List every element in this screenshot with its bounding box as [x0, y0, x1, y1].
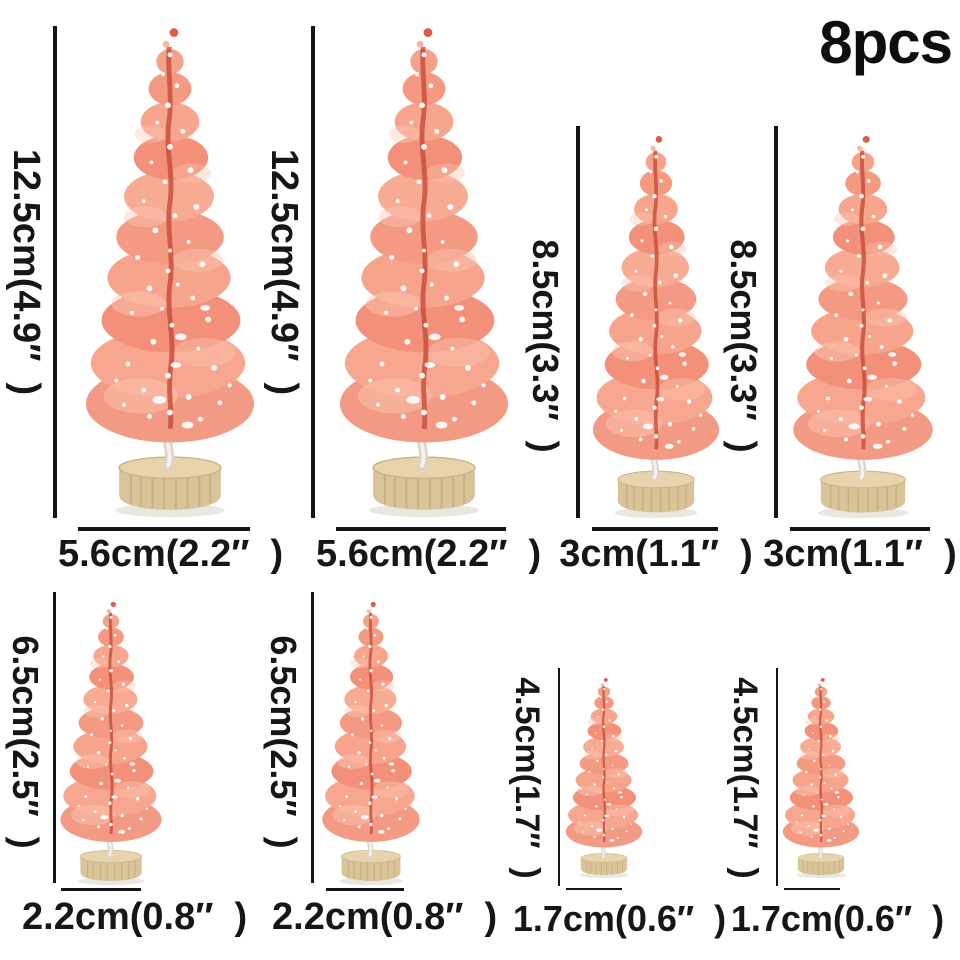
pink-tree-image [790, 128, 936, 522]
height-measure-line [558, 668, 560, 886]
height-label: 12.5cm(4.9″ ) [5, 148, 47, 396]
width-measure-line [566, 888, 622, 890]
width-label: 3cm(1.1″ ) [763, 533, 957, 575]
width-measure-line [790, 527, 930, 531]
height-measure-line [774, 126, 778, 518]
height-label: 12.5cm(4.9″ ) [263, 148, 305, 396]
pink-tree-image [320, 596, 422, 888]
width-measure-line [61, 888, 141, 891]
width-measure-line [326, 888, 404, 891]
width-measure-line [78, 527, 250, 531]
width-measure-line [784, 888, 840, 890]
height-measure-line [776, 668, 778, 886]
pink-tree-image [781, 676, 861, 880]
height-label: 8.5cm(3.3″ ) [525, 239, 566, 453]
pink-tree-image [590, 128, 722, 522]
width-label: 5.6cm(2.2″ ) [58, 533, 284, 575]
height-measure-line [311, 26, 315, 518]
height-measure-line [311, 592, 314, 883]
width-label: 3cm(1.1″ ) [559, 533, 753, 575]
width-label: 5.6cm(2.2″ ) [316, 533, 542, 575]
width-measure-line [592, 527, 718, 531]
width-label: 2.2cm(0.8″ ) [272, 896, 498, 938]
height-label: 6.5cm(2.5″ ) [5, 635, 46, 849]
width-measure-line [336, 527, 506, 531]
pink-tree-image [58, 596, 164, 888]
height-label: 6.5cm(2.5″ ) [263, 635, 304, 849]
pink-tree-image [82, 18, 258, 522]
width-label: 1.7cm(0.6″ ) [512, 898, 727, 939]
height-label: 4.5cm(1.7″ ) [726, 677, 764, 879]
pink-tree-image [564, 676, 644, 880]
height-label: 8.5cm(3.3″ ) [723, 239, 764, 453]
pink-tree-image [336, 18, 512, 522]
height-measure-line [53, 26, 57, 518]
height-label: 4.5cm(1.7″ ) [508, 677, 546, 879]
width-label: 2.2cm(0.8″ ) [22, 896, 248, 938]
height-measure-line [576, 126, 580, 518]
quantity-badge: 8pcs [819, 9, 953, 76]
width-label: 1.7cm(0.6″ ) [730, 898, 945, 939]
height-measure-line [53, 592, 56, 883]
